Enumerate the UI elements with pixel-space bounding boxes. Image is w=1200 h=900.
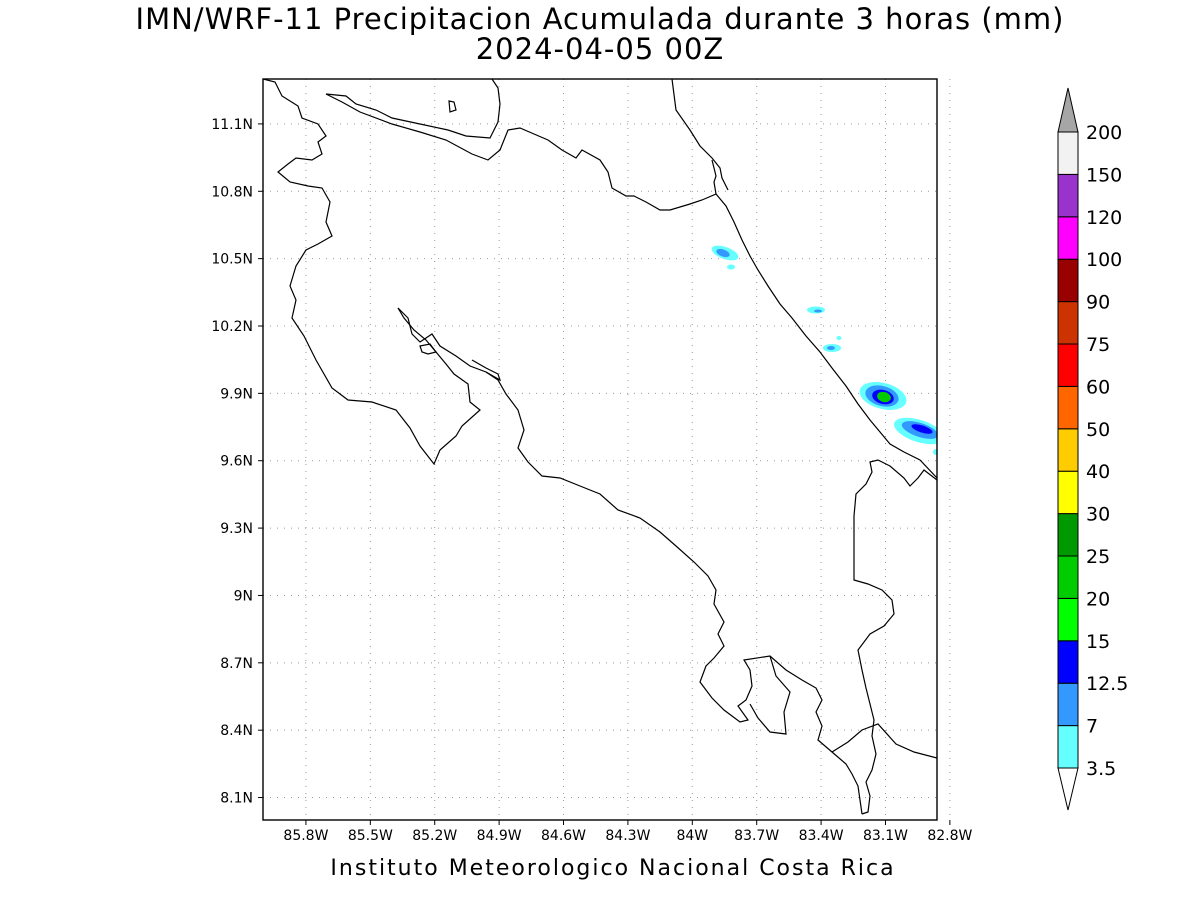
colorbar-level-label: 40 [1086,461,1110,483]
rain-cell-offshore-1 [807,306,825,314]
colorbar-level-label: 200 [1086,122,1122,144]
lon-tick-label: 84W [676,828,708,844]
rain-cell-offshore-2 [823,336,842,352]
lat-tick-label: 8.1N [220,791,253,807]
colorbar-swatch [1057,385,1079,430]
colorbar-swatch [1057,131,1079,175]
golfo-dulce-coast [749,655,791,735]
lon-tick-label: 85.5W [348,828,393,844]
rain-cell-tortuguero [711,245,739,270]
colorbar-swatch [1057,682,1079,727]
graticule-grid [263,79,951,820]
lat-tick-label: 8.4N [220,723,253,739]
map-datetime: 2024-04-05 00Z [475,32,725,66]
colorbar-level-label: 20 [1086,588,1110,610]
colorbar-level-label: 100 [1086,249,1122,271]
lon-tick-label: 84.3W [605,828,650,844]
lat-tick-label: 10.2N [211,319,253,335]
map-frame [262,78,938,821]
nicaragua-border-coast [263,79,481,466]
colorbar-top-arrow [1057,87,1079,133]
colorbar-swatch [1057,428,1079,472]
lat-tick-label: 10.8N [211,184,253,200]
caribbean-coast [715,193,937,479]
colorbar-level-label: 12.5 [1086,673,1128,695]
colorbar-level-label: 7 [1086,716,1098,738]
colorbar-swatch [1057,301,1079,345]
burica-peninsula [853,459,937,815]
colorbar-level-label: 90 [1086,292,1110,314]
lon-tick-label: 85.2W [412,828,457,844]
lon-tick-label: 83.1W [863,828,908,844]
colorbar-level-label: 150 [1086,164,1122,186]
colorbar-level-label: 3.5 [1086,758,1116,780]
rain-cell-cahuita [894,417,937,455]
lon-tick-label: 84.6W [541,828,586,844]
lat-tick-label: 9.6N [220,454,253,470]
colorbar-swatch [1057,173,1079,218]
colorbar-swatch [1057,216,1079,260]
nicoya-gulf-coast [397,307,502,382]
colorbar-swatch [1057,597,1079,642]
colorbar-swatch [1057,343,1079,387]
colorbar-swatch [1057,640,1079,684]
lat-tick-label: 8.7N [220,656,253,672]
colorbar-swatch [1057,555,1079,599]
colorbar-level-label: 25 [1086,546,1110,568]
lat-tick-label: 10.5N [211,252,253,268]
colorbar-level-label: 30 [1086,504,1110,526]
precipitation-layer [711,245,937,455]
nicaragua-caribbean [671,79,729,191]
lat-tick-label: 9N [234,588,253,604]
coastline-layer [263,79,937,815]
colorbar-swatch [1057,258,1079,303]
colorbar-swatch [1057,513,1079,557]
colorbar-legend: 3.5 7 12.5 15 20 25 30 40 50 60 75 90 100 120 150 200 [1057,87,1128,811]
colorbar-swatch [1057,725,1079,769]
san-juan-border [325,93,717,211]
lon-tick-label: 83.7W [734,828,779,844]
colorbar-bottom-arrow [1057,767,1079,811]
lon-tick-label: 82.8W [927,828,972,844]
lat-tick-label: 9.9N [220,386,253,402]
lake-nicaragua-shore [325,79,501,139]
colorbar-level-label: 15 [1086,631,1110,653]
lon-tick-label: 83.4W [799,828,844,844]
lat-tick-label: 9.3N [220,521,253,537]
panama-south-coast [831,723,937,759]
lon-tick-label: 85.8W [283,828,328,844]
colorbar-level-label: 60 [1086,376,1110,398]
island-chira [419,343,438,355]
lon-tick-label: 84.9W [477,828,522,844]
map-footer-credit: Instituto Meteorologico Nacional Costa R… [330,856,896,881]
colorbar-level-label: 75 [1086,334,1110,356]
lagoon-small [448,100,457,113]
map-title: IMN/WRF-11 Precipitacion Acumulada duran… [135,2,1065,36]
pacific-central-coast [485,371,863,815]
rain-cell-limon [859,381,907,411]
colorbar-level-label: 50 [1086,419,1110,441]
colorbar-level-label: 120 [1086,207,1122,229]
map-plot-area: 11.1N 10.8N 10.5N 10.2N 9.9N 9.6N 9.3N 9N 8.7N 8.… [211,78,973,844]
colorbar-swatch [1057,470,1079,515]
lat-tick-label: 11.1N [211,117,253,133]
axis-ticks: 11.1N 10.8N 10.5N 10.2N 9.9N 9.6N 9.3N 9N 8.7N 8.… [211,117,972,844]
